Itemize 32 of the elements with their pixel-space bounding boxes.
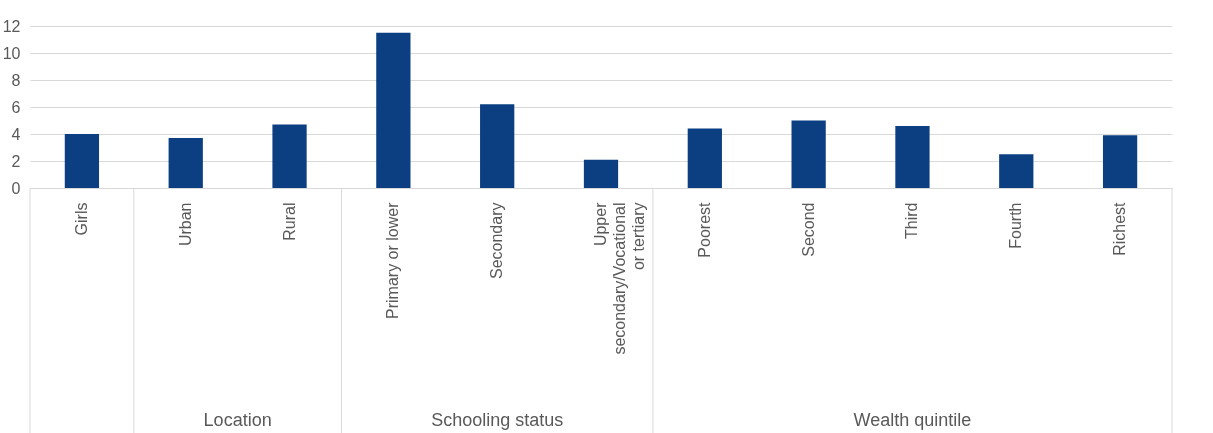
x-tick-label: Third — [903, 202, 921, 239]
bar — [999, 154, 1034, 188]
x-tick-label: Second — [799, 202, 817, 257]
bar — [791, 120, 826, 188]
bar — [895, 125, 930, 188]
bar — [64, 134, 100, 188]
bar — [272, 124, 307, 188]
text: Schooling status — [431, 410, 564, 430]
y-tick-label: 10 — [2, 44, 21, 62]
text: Wealth quintile — [853, 410, 972, 430]
bar — [1102, 135, 1138, 188]
bar — [480, 104, 515, 188]
y-tick-label: 6 — [11, 98, 21, 116]
bar — [583, 159, 619, 188]
y-tick-label: 2 — [11, 152, 21, 170]
bar — [168, 138, 203, 188]
x-tick-label: Richest — [1111, 201, 1129, 256]
bar — [687, 128, 722, 188]
bar — [376, 32, 411, 188]
x-tick-label: Fourth — [1007, 202, 1025, 249]
y-tick-label: 8 — [11, 71, 21, 89]
y-tick-label: 0 — [11, 179, 21, 197]
x-tick-label: Poorest — [695, 201, 713, 258]
y-tick-label: 4 — [11, 125, 21, 143]
x-tick-label: Urban — [176, 202, 194, 247]
x-tick-label: Secondary — [488, 202, 506, 279]
x-tick-label: Upper secondary/Vocational or tertiary — [592, 201, 647, 355]
x-tick-label: Rural — [280, 202, 298, 241]
text: Location — [203, 410, 272, 430]
x-tick-label: Girls — [72, 202, 90, 236]
x-tick-label: Primary or lower — [384, 201, 402, 319]
y-tick-label: 12 — [2, 17, 21, 35]
